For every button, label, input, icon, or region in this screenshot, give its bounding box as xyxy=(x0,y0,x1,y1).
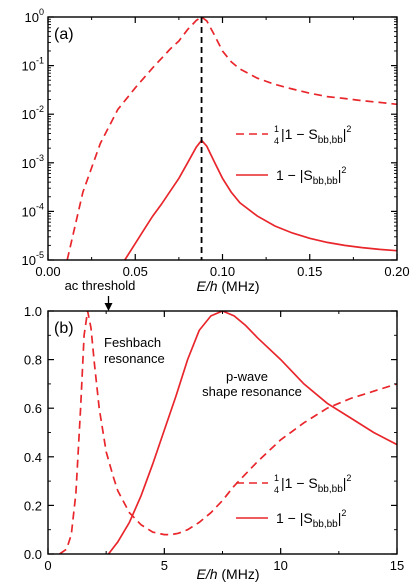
panel-a-series-dashed xyxy=(66,17,397,260)
arrow-head xyxy=(104,303,113,311)
panel-b: 0 5 10 15 0.0 0.2 0.4 0.6 0.8 1.0 (b) ac threshol… xyxy=(24,278,404,582)
y-tick-label-b: 0.0 xyxy=(24,547,42,562)
ac-threshold-arrow xyxy=(104,296,113,311)
y-tick-label-b: 0.6 xyxy=(24,401,42,416)
pwave-label: p-wave xyxy=(226,369,268,384)
y-tick-label-b: 0.2 xyxy=(24,498,42,513)
x-axis-label-b: E/h (MHz) xyxy=(196,566,259,582)
panel-label-a: (a) xyxy=(54,26,74,43)
legend-a: 1 4 |1 − Sbb,bb|2 1 − |Sbb,bb|2 xyxy=(236,124,351,187)
legend-b: 1 4 |1 − Sbb,bb|2 1 − |Sbb,bb|2 xyxy=(236,473,351,530)
ac-threshold-label: ac threshold xyxy=(65,278,136,293)
y-tick-label-a: 10-4 xyxy=(22,201,44,219)
legend-entry-dashed: 1 4 |1 − Sbb,bb|2 xyxy=(274,124,351,146)
panel-a: 0.00 0.05 0.10 0.15 0.20 10-5 10-4 10-3 10-2 10-1… xyxy=(22,7,410,294)
y-tick-label-a: 10-1 xyxy=(22,56,44,74)
y-tick-label-a: 10-5 xyxy=(22,250,44,268)
x-tick-label-b: 10 xyxy=(273,558,287,573)
plot-frame-a xyxy=(47,16,398,261)
panel-b-series-solid xyxy=(107,311,397,554)
panel-b-series-dashed xyxy=(59,311,397,554)
x-tick-label-b: 5 xyxy=(161,558,168,573)
x-tick-label-a: 0.10 xyxy=(210,264,235,279)
x-axis-label-a: E/h (MHz) xyxy=(196,278,259,294)
legend-entry-solid: 1 − |Sbb,bb|2 xyxy=(276,508,346,530)
x-tick-label-b: 15 xyxy=(390,558,404,573)
y-tick-label-a: 100 xyxy=(25,7,44,25)
plot-frame-b xyxy=(47,310,398,555)
y-tick-label-b: 1.0 xyxy=(24,304,42,319)
y-tick-label-b: 0.4 xyxy=(24,450,42,465)
pwave-label-line2: shape resonance xyxy=(202,384,302,399)
legend-entry-solid: 1 − |Sbb,bb|2 xyxy=(276,165,346,187)
y-tick-label-a: 10-2 xyxy=(22,104,44,122)
y-tick-label-b: 0.8 xyxy=(24,353,42,368)
x-tick-label-a: 0.20 xyxy=(384,264,409,279)
feshbach-label-line2: resonance xyxy=(104,351,165,366)
feshbach-label: Feshbach xyxy=(104,335,161,350)
legend-entry-dashed: 1 4 |1 − Sbb,bb|2 xyxy=(274,473,351,495)
x-tick-label-a: 0.00 xyxy=(35,264,60,279)
panel-label-b: (b) xyxy=(54,320,74,337)
x-tick-label-a: 0.05 xyxy=(123,264,148,279)
x-tick-label-b: 0 xyxy=(44,558,51,573)
panel-a-series-solid xyxy=(124,138,397,260)
x-tick-label-a: 0.15 xyxy=(297,264,322,279)
y-tick-label-a: 10-3 xyxy=(22,153,44,171)
